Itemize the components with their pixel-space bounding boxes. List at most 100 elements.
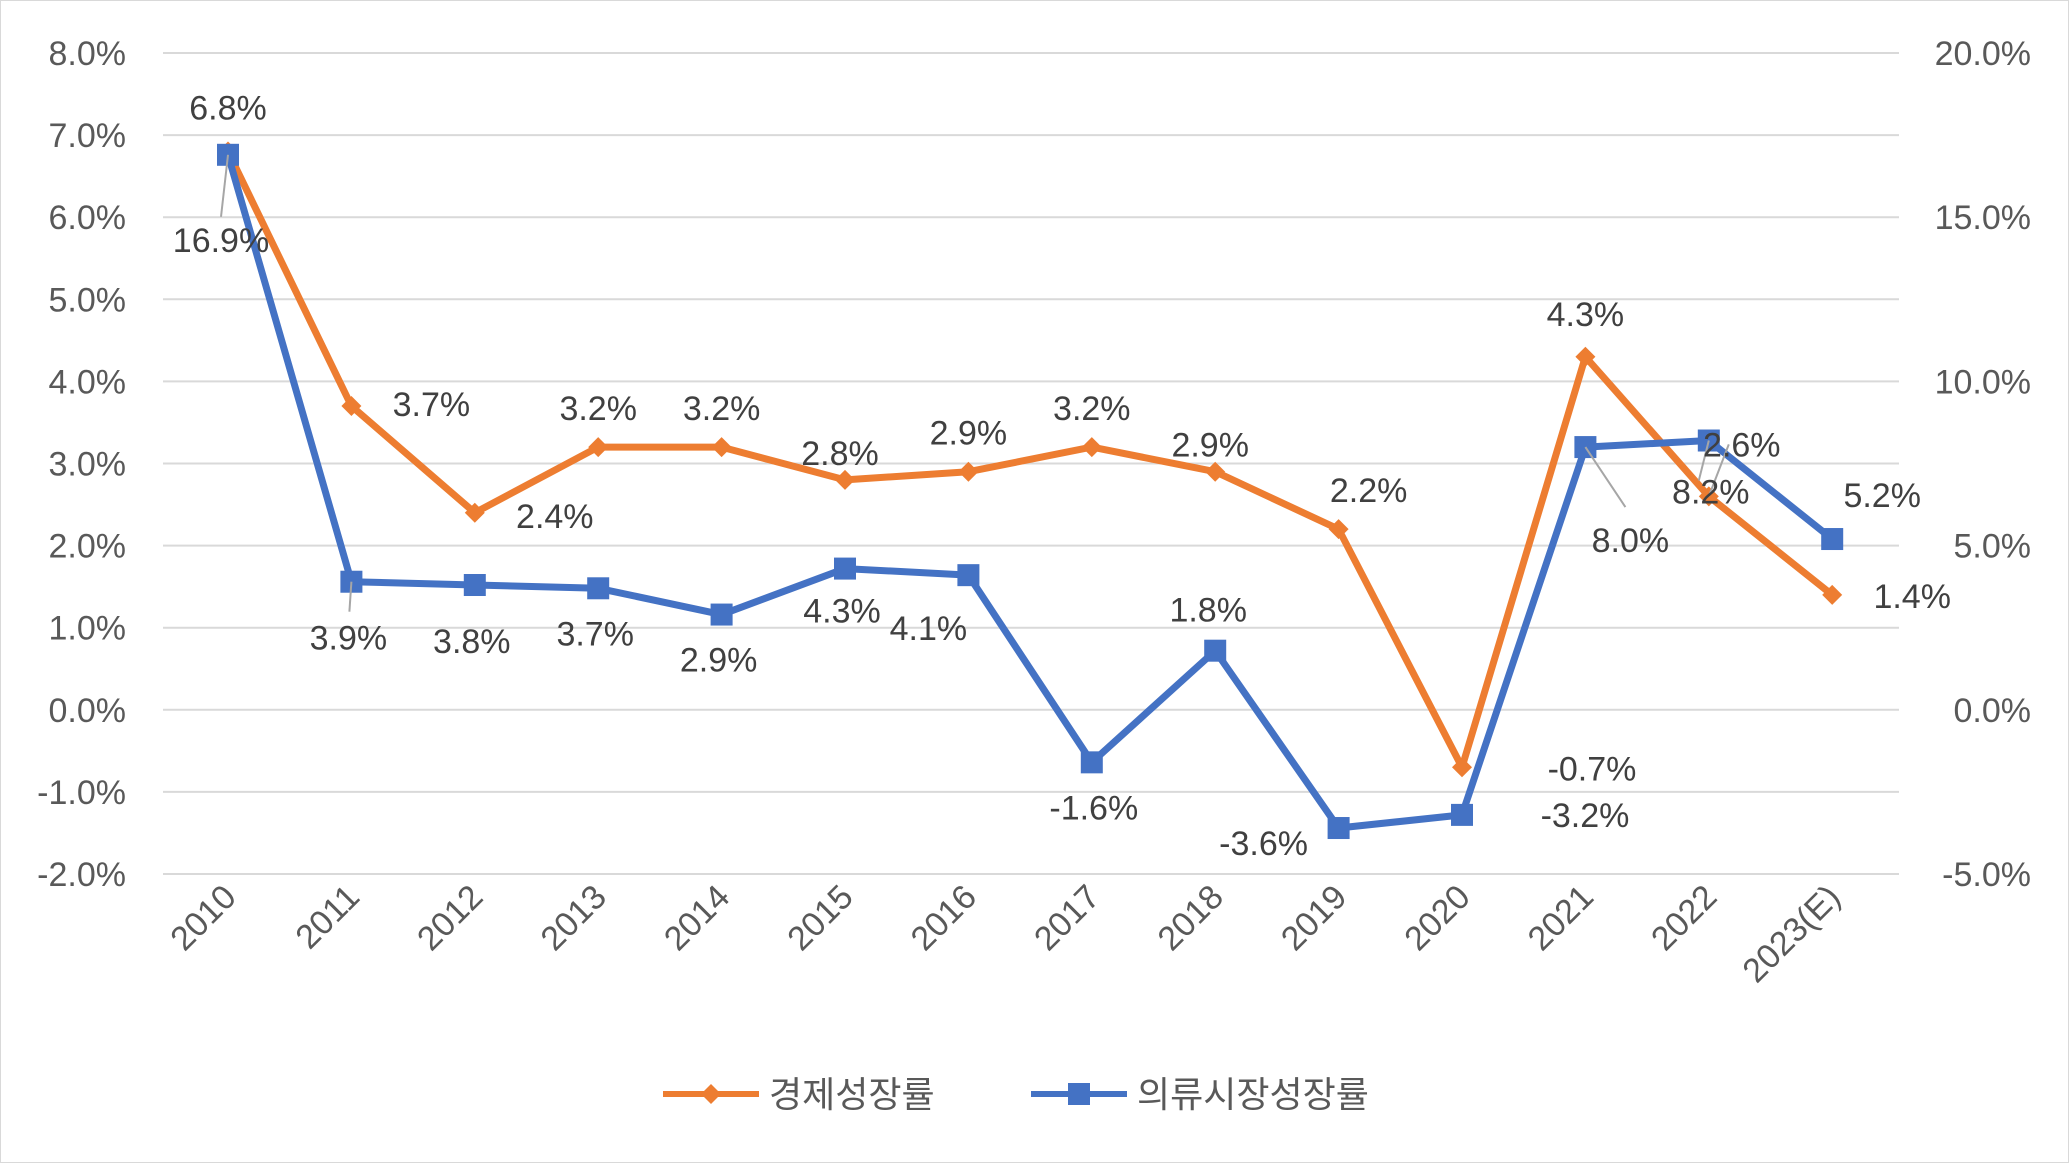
legend-diamond-marker <box>701 1084 721 1104</box>
label-leader-line <box>1697 440 1710 481</box>
left-y-axis: 8.0% 7.0% 6.0% 5.0% 4.0% 3.0% 2.0% 1.0% 0.0% -1.0… <box>37 35 126 894</box>
legend-square-marker <box>1068 1083 1090 1105</box>
left-tick-label: 4.0% <box>49 363 127 401</box>
label-leader-line <box>1584 446 1627 508</box>
economic-growth-point <box>1205 461 1226 482</box>
economic-growth-data-label: 2.8% <box>801 435 879 473</box>
left-tick-label: 6.0% <box>49 199 127 237</box>
apparel-market-growth-line <box>224 153 1835 832</box>
economic-growth-point <box>1822 584 1843 605</box>
right-tick-label: -5.0% <box>1942 856 2031 894</box>
x-tick-label: 2014 <box>657 878 737 958</box>
economic-growth-data-label: 6.8% <box>189 90 267 128</box>
apparel-market-growth-point <box>587 577 610 600</box>
right-tick-label: 5.0% <box>1954 528 2032 566</box>
economic-growth-point <box>835 469 855 490</box>
label-leader-line <box>348 581 353 612</box>
economic-growth-point <box>1081 437 1102 458</box>
x-tick-label: 2012 <box>410 878 490 958</box>
economic-growth-data-label: 1.4% <box>1873 578 1951 616</box>
economic-growth-point <box>1575 346 1596 367</box>
left-tick-label: 8.0% <box>49 35 127 73</box>
apparel-market-growth-data-label: -3.6% <box>1219 825 1308 863</box>
apparel-market-growth-data-label: 4.3% <box>803 593 881 631</box>
right-tick-label: 0.0% <box>1954 692 2032 730</box>
economic-growth-point <box>958 461 979 482</box>
left-tick-label: 7.0% <box>49 117 127 155</box>
left-tick-label: -1.0% <box>37 774 126 812</box>
label-leader-lines <box>220 154 1730 612</box>
x-tick-label: 2020 <box>1397 878 1477 958</box>
economic-growth-data-label: 4.3% <box>1547 296 1625 334</box>
apparel-market-growth-point <box>1080 751 1103 774</box>
label-leader-line <box>220 154 229 217</box>
left-tick-label: 2.0% <box>49 528 127 566</box>
apparel-market-growth-point <box>834 557 856 580</box>
apparel-market-growth-data-label: 3.8% <box>433 623 511 661</box>
economic-growth-data-label: 2.2% <box>1330 472 1408 510</box>
apparel-market-growth-point <box>463 574 486 597</box>
x-tick-label: 2016 <box>904 878 984 958</box>
x-tick-label: 2017 <box>1027 878 1107 958</box>
right-tick-label: 15.0% <box>1935 199 2031 237</box>
x-tick-label: 2018 <box>1151 878 1231 958</box>
x-tick-label: 2011 <box>288 878 367 957</box>
economic-growth-point <box>341 396 362 417</box>
economic-growth-line <box>224 149 1835 771</box>
apparel-market-growth-data-label: 3.9% <box>310 620 388 658</box>
apparel-market-growth-data-label: 16.9% <box>173 222 269 260</box>
economic-growth-point <box>588 437 609 458</box>
apparel-market-growth-data-label: 8.0% <box>1592 522 1670 560</box>
apparel-market-growth-point <box>957 564 980 587</box>
left-tick-label: -2.0% <box>37 856 126 894</box>
apparel-market-growth-point <box>1821 528 1844 551</box>
apparel-market-growth-data-label: 2.9% <box>680 642 758 680</box>
apparel-market-growth-data-label: 4.1% <box>890 610 968 648</box>
right-y-axis: 20.0% 15.0% 10.0% 5.0% 0.0% -5.0% <box>1935 35 2031 894</box>
left-tick-label: 1.0% <box>49 610 127 648</box>
economic-growth-data-label: 2.9% <box>930 415 1008 453</box>
x-tick-label: 2022 <box>1644 878 1724 958</box>
series-lines <box>217 141 1844 840</box>
apparel-market-growth-data-label: 3.7% <box>556 615 634 653</box>
left-tick-label: 0.0% <box>49 692 127 730</box>
data-labels: 6.8% 3.7% 2.4% 3.2% 3.2% 2.8% 2.9% 3.2% 2.9% 2.2%… <box>173 90 1951 864</box>
economic-growth-point <box>464 502 485 523</box>
legend-label-economic-growth: 경제성장률 <box>769 1075 935 1116</box>
apparel-market-growth-point <box>1451 803 1473 826</box>
x-tick-label: 2013 <box>534 878 614 958</box>
economic-growth-data-label: 3.2% <box>1053 390 1131 428</box>
apparel-market-growth-point <box>1327 817 1350 840</box>
gridlines <box>163 52 1899 875</box>
left-tick-label: 3.0% <box>49 446 127 484</box>
legend-item-apparel-market-growth: 의류시장성장률 <box>1031 1075 1369 1116</box>
economic-growth-data-label: -0.7% <box>1548 750 1637 788</box>
legend-label-apparel-market-growth: 의류시장성장률 <box>1137 1075 1369 1116</box>
x-tick-label: 2023(E) <box>1735 878 1847 990</box>
left-tick-label: 5.0% <box>49 281 127 319</box>
legend: 경제성장률 의류시장성장률 <box>663 1075 1369 1116</box>
economic-growth-point <box>711 437 732 458</box>
apparel-market-growth-data-label: -3.2% <box>1541 797 1630 835</box>
economic-growth-data-label: 2.6% <box>1703 426 1781 464</box>
apparel-market-growth-point <box>1204 639 1227 662</box>
x-tick-label: 2021 <box>1521 878 1601 958</box>
right-tick-label: 10.0% <box>1935 363 2031 401</box>
apparel-market-growth-point <box>710 603 733 626</box>
economic-growth-data-label: 3.7% <box>393 386 471 424</box>
apparel-market-growth-data-label: 1.8% <box>1169 592 1247 630</box>
x-axis: 2010 2011 2012 2013 2014 2015 2016 2017 2018 2019… <box>163 878 1848 990</box>
apparel-market-growth-data-label: -1.6% <box>1049 789 1138 827</box>
economic-growth-data-label: 2.9% <box>1171 427 1249 465</box>
economic-growth-data-label: 2.4% <box>516 498 594 536</box>
economic-growth-point <box>1328 519 1349 540</box>
right-tick-label: 20.0% <box>1935 35 2031 73</box>
label-leader-line <box>1707 443 1730 497</box>
economic-growth-point <box>1452 757 1472 778</box>
x-tick-label: 2019 <box>1274 878 1354 958</box>
apparel-market-growth-data-label: 8.2% <box>1672 474 1750 512</box>
economic-growth-data-label: 3.2% <box>683 390 761 428</box>
x-tick-label: 2015 <box>780 878 860 958</box>
